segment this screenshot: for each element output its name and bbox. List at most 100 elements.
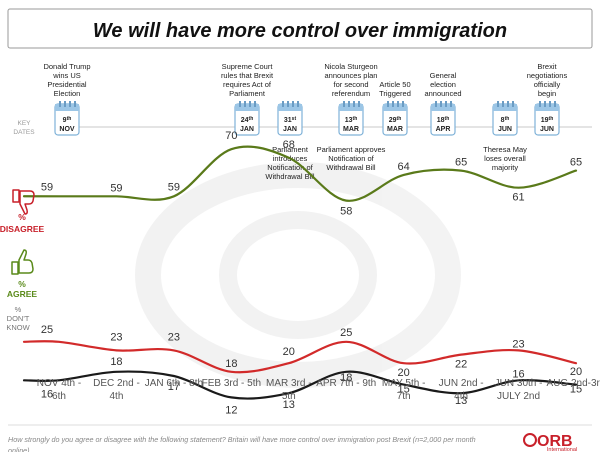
key-date-month: JUN (540, 126, 554, 133)
calendar-ring (507, 101, 509, 107)
calendar-ring (397, 101, 399, 107)
data-label: 18 (340, 372, 352, 384)
calendar-header (278, 104, 302, 111)
key-dates-label: KEY (17, 120, 31, 127)
key-date-event-label: referendum (332, 89, 370, 98)
key-date-event-label: Supreme Court (222, 62, 274, 71)
x-tick-label: FEB 3rd - 5th (202, 378, 261, 389)
calendar-ring (554, 101, 556, 107)
calendar-ring (502, 101, 504, 107)
data-label: 18 (225, 358, 237, 370)
calendar-header (493, 104, 517, 111)
footnote-text: How strongly do you agree or disagree wi… (8, 435, 476, 444)
calendar-header (235, 104, 259, 111)
key-date-event-label: announces plan (325, 71, 378, 80)
calendar-icon: 8th JUN (492, 101, 518, 136)
orb-logo-text: ORB (537, 433, 573, 450)
key-date-month: MAR (343, 126, 359, 133)
calendar-header (431, 104, 455, 111)
calendar-ring (292, 101, 294, 107)
key-date-event-label: Notification of (267, 163, 313, 172)
x-tick-label: JAN 6th - 8th (145, 378, 203, 389)
watermark-ring-inner (219, 211, 377, 339)
x-tick-label: JUN 2nd - (439, 378, 484, 389)
calendar-ring (69, 101, 71, 107)
calendar-ring (539, 101, 541, 107)
calendar-ring (348, 101, 350, 107)
key-date-day: 29th (389, 116, 402, 124)
key-date-event-label: Brexit (537, 62, 557, 71)
calendar-ring (244, 101, 246, 107)
data-label: 16 (512, 368, 524, 380)
data-label: 17 (168, 381, 180, 393)
key-date-day: 9th (63, 116, 72, 124)
key-date-event-label: General (430, 71, 457, 80)
legend-label-2: % (15, 305, 22, 314)
key-date-month: JAN (283, 126, 297, 133)
key-date-event-label: Donald Trump (43, 62, 90, 71)
calendar-ring (392, 101, 394, 107)
thumbs-down-icon (12, 189, 35, 215)
calendar-ring (74, 101, 76, 107)
calendar-ring (249, 101, 251, 107)
calendar-ring (402, 101, 404, 107)
data-label: 25 (41, 324, 53, 336)
key-date-event-label: officially (534, 80, 561, 89)
calendar-ring (343, 101, 345, 107)
chart-title: We will have more control over immigrati… (93, 20, 507, 42)
calendar-ring (353, 101, 355, 107)
calendar-ring (450, 101, 452, 107)
data-label: 13 (455, 395, 467, 407)
title-box (7, 8, 593, 49)
legend-label-2: DON'T (7, 314, 30, 323)
watermark-ring (135, 162, 461, 388)
key-date-month: JUN (498, 126, 512, 133)
calendar-ring (497, 101, 499, 107)
legend-label-0: % (18, 212, 26, 222)
key-date-day: 24th (241, 116, 254, 124)
key-date-event-label: Withdrawal Bill (265, 172, 315, 181)
calendar-icon: 9th NOV (54, 101, 80, 136)
data-label: 15 (398, 384, 410, 396)
data-label: 20 (570, 366, 582, 378)
key-date-event-label: for second (333, 80, 368, 89)
thumbs-up-shape (11, 249, 34, 275)
calendar-ring (358, 101, 360, 107)
calendar-ring (297, 101, 299, 107)
data-label: 22 (455, 359, 467, 371)
series-line-0 (22, 145, 578, 202)
key-dates-label: DATES (13, 129, 35, 136)
calendar-ring (282, 101, 284, 107)
key-date-event-label: Notification of (328, 154, 374, 163)
key-date-month: JAN (240, 126, 254, 133)
calendar-ring (287, 101, 289, 107)
key-date-event-label: Theresa May (483, 145, 527, 154)
calendar-ring (435, 101, 437, 107)
legend-label-1: AGREE (7, 289, 38, 299)
data-label: 13 (283, 399, 295, 411)
key-date-event-label: majority (492, 163, 519, 172)
calendar-icon: 19th JUN (534, 101, 560, 136)
data-label: 64 (398, 161, 410, 173)
data-label: 59 (41, 181, 53, 193)
key-date-event-label: Parliament (229, 89, 266, 98)
x-tick-label: 6th (52, 391, 66, 402)
calendar-ring (387, 101, 389, 107)
data-label: 23 (110, 331, 122, 343)
calendar-ring (239, 101, 241, 107)
calendar-ring (544, 101, 546, 107)
key-date-event-label: Parliament (272, 145, 309, 154)
key-date-event-label: rules that Brexit (221, 71, 274, 80)
key-date-day: 13th (345, 116, 358, 124)
key-date-event-label: begin (538, 89, 556, 98)
x-tick-label: 4th (454, 391, 468, 402)
data-label: 59 (110, 182, 122, 194)
calendar-ring (64, 101, 66, 107)
data-label: 23 (168, 331, 180, 343)
key-date-event-label: Withdrawal Bill (326, 163, 376, 172)
data-label: 65 (455, 157, 467, 169)
calendar-header (535, 104, 559, 111)
x-tick-label: MAR 3rd - (266, 378, 312, 389)
key-date-event-label: requires Act of (223, 80, 272, 89)
